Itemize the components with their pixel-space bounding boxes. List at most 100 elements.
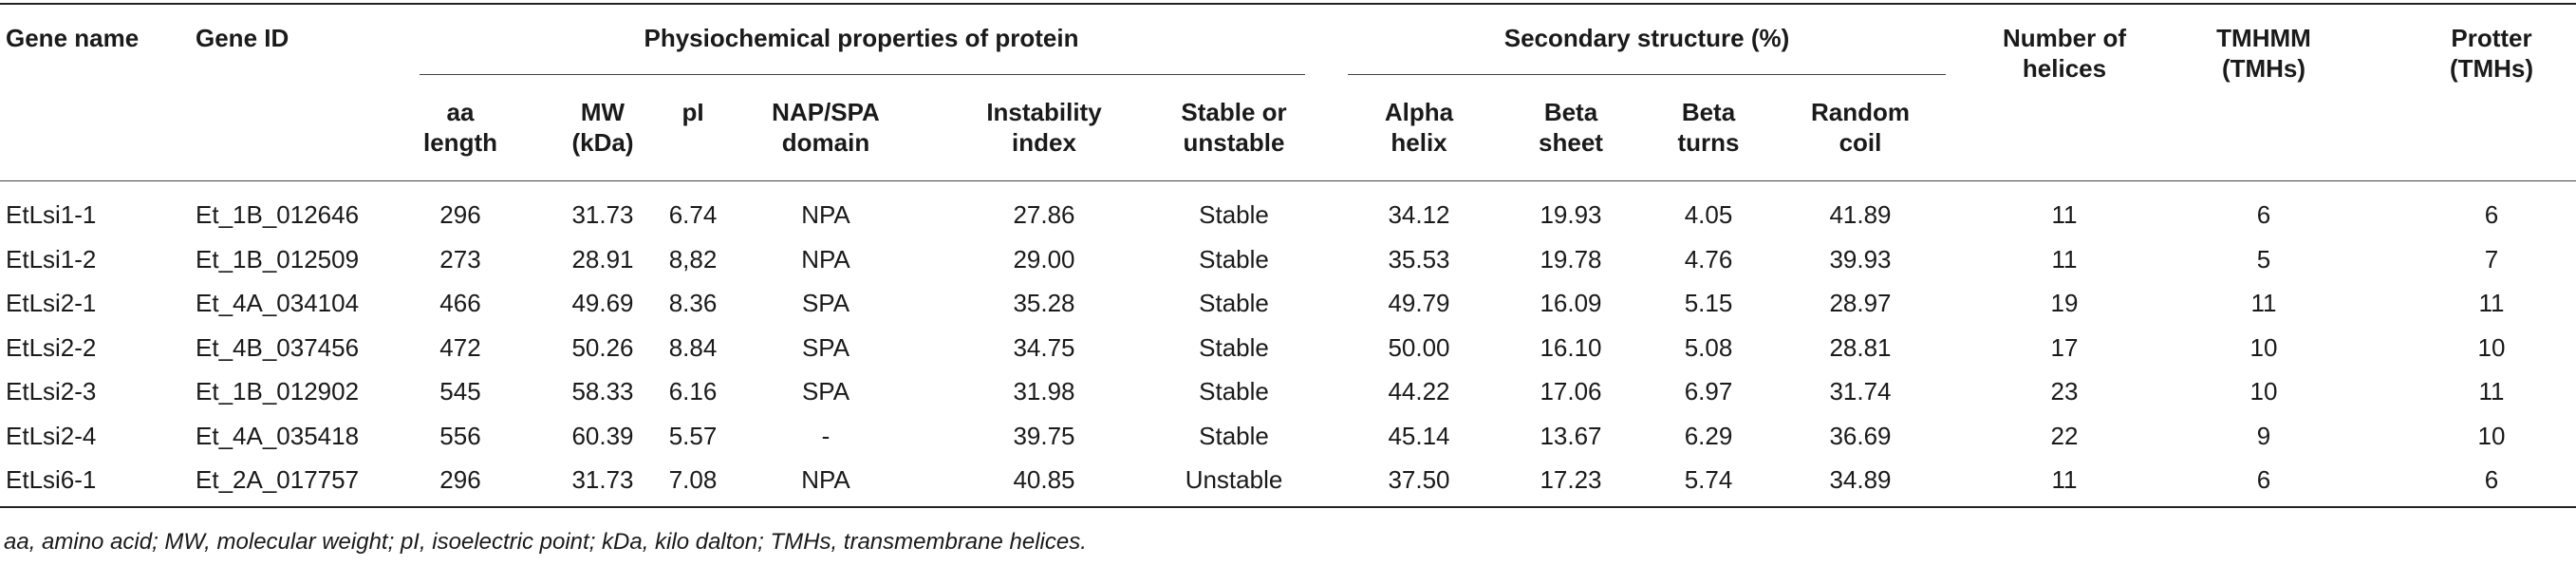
cell-stability: Unstable xyxy=(1185,465,1283,494)
cell-protter: 10 xyxy=(2477,332,2506,362)
cell-protter: 11 xyxy=(2478,289,2505,317)
cell-random-coil: 39.93 xyxy=(1829,244,1892,274)
header-gene-id: Gene ID xyxy=(196,24,289,52)
cell-aa-length: 296 xyxy=(439,200,481,229)
cell-beta-sheet: 16.10 xyxy=(1540,332,1602,362)
cell-protter: 11 xyxy=(2478,377,2505,406)
cell-gene-name: EtLsi2-1 xyxy=(6,289,97,317)
cell-beta-sheet: 13.67 xyxy=(1540,421,1602,450)
cell-random-coil: 31.74 xyxy=(1829,377,1892,406)
header-bottom-rule xyxy=(0,180,2576,181)
cell-instability: 29.00 xyxy=(1013,244,1075,274)
cell-beta-turns: 5.08 xyxy=(1684,332,1733,362)
header-helices: Number of helices xyxy=(2003,24,2126,83)
physio-group-underline xyxy=(420,74,1305,75)
cell-alpha-helix: 44.22 xyxy=(1388,377,1450,406)
table-footnote: aa, amino acid; MW, molecular weight; pI… xyxy=(4,529,1087,555)
secondary-group-underline xyxy=(1348,74,1946,75)
header-gene-name: Gene name xyxy=(6,24,140,52)
cell-random-coil: 28.81 xyxy=(1829,332,1892,362)
header-tmhmm: TMHMM (TMHs) xyxy=(2216,24,2311,83)
cell-stability: Stable xyxy=(1199,421,1269,450)
cell-instability: 39.75 xyxy=(1013,421,1075,450)
cell-helices: 17 xyxy=(2050,332,2079,362)
cell-beta-sheet: 16.09 xyxy=(1540,289,1602,317)
cell-aa-length: 273 xyxy=(439,244,481,274)
cell-mw: 50.26 xyxy=(571,332,634,362)
cell-gene-name: EtLsi2-4 xyxy=(6,421,97,450)
cell-stability: Stable xyxy=(1199,289,1269,317)
cell-helices: 22 xyxy=(2050,421,2079,450)
cell-nap-spa: - xyxy=(821,421,831,450)
cell-protter: 10 xyxy=(2477,421,2506,450)
cell-instability: 27.86 xyxy=(1013,200,1075,229)
cell-random-coil: 28.97 xyxy=(1829,289,1892,317)
cell-gene-name: EtLsi2-3 xyxy=(6,377,97,406)
cell-stability: Stable xyxy=(1199,332,1269,362)
header-instability: Instability index xyxy=(986,98,1102,157)
header-beta-turns: Beta turns xyxy=(1677,98,1740,157)
cell-mw: 49.69 xyxy=(571,289,634,317)
cell-gene-id: Et_1B_012902 xyxy=(196,377,360,406)
cell-tmhmm: 6 xyxy=(2256,465,2271,494)
bottom-rule xyxy=(0,506,2576,508)
header-physio-group: Physiochemical properties of protein xyxy=(644,24,1079,52)
cell-protter: 7 xyxy=(2484,244,2499,274)
cell-beta-sheet: 17.06 xyxy=(1540,377,1602,406)
header-aa-length: aa length xyxy=(423,98,497,157)
cell-tmhmm: 10 xyxy=(2249,332,2278,362)
cell-helices: 11 xyxy=(2051,244,2078,274)
cell-random-coil: 41.89 xyxy=(1829,200,1892,229)
cell-pi: 5.57 xyxy=(668,421,718,450)
cell-pi: 8.84 xyxy=(668,332,718,362)
cell-stability: Stable xyxy=(1199,244,1269,274)
cell-pi: 8.36 xyxy=(668,289,718,317)
header-mw: MW (kDa) xyxy=(571,98,634,157)
cell-beta-sheet: 17.23 xyxy=(1540,465,1602,494)
cell-tmhmm: 11 xyxy=(2250,289,2277,317)
cell-pi: 8,82 xyxy=(668,244,718,274)
header-stable: Stable or unstable xyxy=(1181,98,1287,157)
cell-pi: 7.08 xyxy=(668,465,718,494)
cell-instability: 40.85 xyxy=(1013,465,1075,494)
cell-beta-turns: 5.15 xyxy=(1684,289,1733,317)
cell-random-coil: 34.89 xyxy=(1829,465,1892,494)
cell-aa-length: 296 xyxy=(439,465,481,494)
cell-nap-spa: SPA xyxy=(801,377,850,406)
header-protter: Protter (TMHs) xyxy=(2449,24,2534,83)
cell-beta-sheet: 19.93 xyxy=(1540,200,1602,229)
cell-aa-length: 466 xyxy=(439,289,481,317)
cell-gene-name: EtLsi2-2 xyxy=(6,332,97,362)
cell-instability: 35.28 xyxy=(1013,289,1075,317)
cell-gene-id: Et_4B_037456 xyxy=(196,332,360,362)
cell-beta-turns: 4.76 xyxy=(1684,244,1733,274)
cell-random-coil: 36.69 xyxy=(1829,421,1892,450)
cell-alpha-helix: 37.50 xyxy=(1388,465,1450,494)
cell-mw: 31.73 xyxy=(571,465,634,494)
cell-nap-spa: SPA xyxy=(801,332,850,362)
cell-tmhmm: 9 xyxy=(2256,421,2271,450)
cell-alpha-helix: 34.12 xyxy=(1388,200,1450,229)
cell-stability: Stable xyxy=(1199,200,1269,229)
cell-gene-id: Et_1B_012646 xyxy=(196,200,360,229)
cell-tmhmm: 6 xyxy=(2256,200,2271,229)
top-rule xyxy=(0,3,2576,5)
cell-mw: 28.91 xyxy=(571,244,634,274)
cell-gene-id: Et_4A_035418 xyxy=(196,421,360,450)
cell-stability: Stable xyxy=(1199,377,1269,406)
header-random-coil: Random coil xyxy=(1811,98,1910,157)
cell-mw: 60.39 xyxy=(571,421,634,450)
header-beta-sheet: Beta sheet xyxy=(1539,98,1603,157)
cell-pi: 6.74 xyxy=(668,200,718,229)
header-secondary-group: Secondary structure (%) xyxy=(1503,24,1790,52)
cell-protter: 6 xyxy=(2484,465,2499,494)
cell-nap-spa: SPA xyxy=(801,289,850,317)
cell-alpha-helix: 50.00 xyxy=(1388,332,1450,362)
cell-gene-id: Et_4A_034104 xyxy=(196,289,360,317)
cell-gene-id: Et_2A_017757 xyxy=(196,465,360,494)
cell-aa-length: 556 xyxy=(439,421,481,450)
cell-instability: 31.98 xyxy=(1013,377,1075,406)
cell-gene-name: EtLsi1-1 xyxy=(6,200,97,229)
cell-alpha-helix: 45.14 xyxy=(1388,421,1450,450)
